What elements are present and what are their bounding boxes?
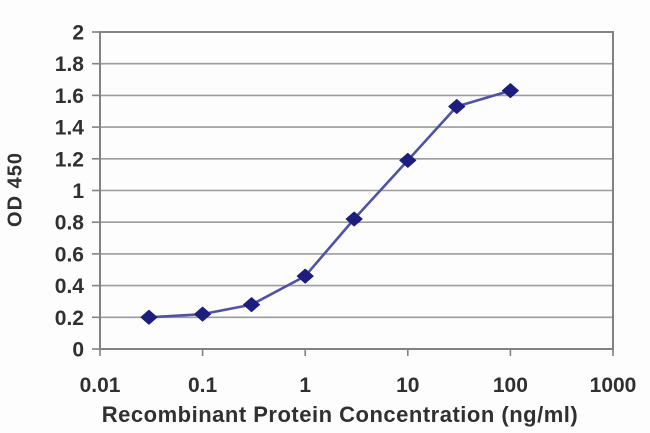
x-tick-label: 1000 — [590, 374, 637, 397]
data-point — [243, 297, 261, 313]
x-tick-label: 10 — [396, 374, 419, 397]
y-axis-title: OD 450 — [4, 152, 27, 227]
y-tick-label: 1.4 — [55, 117, 85, 140]
x-tick-label: 100 — [493, 374, 528, 397]
x-tick-label: 1 — [299, 374, 311, 397]
y-tick-label: 0.4 — [55, 275, 85, 298]
data-point — [501, 83, 519, 99]
data-point — [345, 211, 363, 227]
data-point — [194, 306, 212, 322]
data-point — [399, 152, 417, 168]
plot-frame — [99, 31, 614, 350]
y-tick-label: 0.2 — [55, 307, 84, 330]
y-tick-label: 0.8 — [55, 212, 85, 235]
data-line — [148, 89, 511, 319]
data-point — [140, 309, 158, 325]
y-tick-label: 2 — [72, 22, 84, 45]
y-tick-label: 1.6 — [55, 85, 84, 108]
y-tick-label: 1.8 — [55, 53, 85, 76]
data-point — [296, 268, 314, 284]
y-tick-label: 0.6 — [55, 243, 84, 266]
data-point — [448, 98, 466, 114]
y-tick-label: 0 — [72, 339, 84, 362]
x-axis-title: Recombinant Protein Concentration (ng/ml… — [101, 402, 579, 427]
y-tick-label: 1.2 — [55, 148, 84, 171]
x-tick-label: 0.01 — [80, 374, 121, 397]
y-tick-label: 1 — [72, 180, 84, 203]
x-tick-label: 0.1 — [188, 374, 218, 397]
